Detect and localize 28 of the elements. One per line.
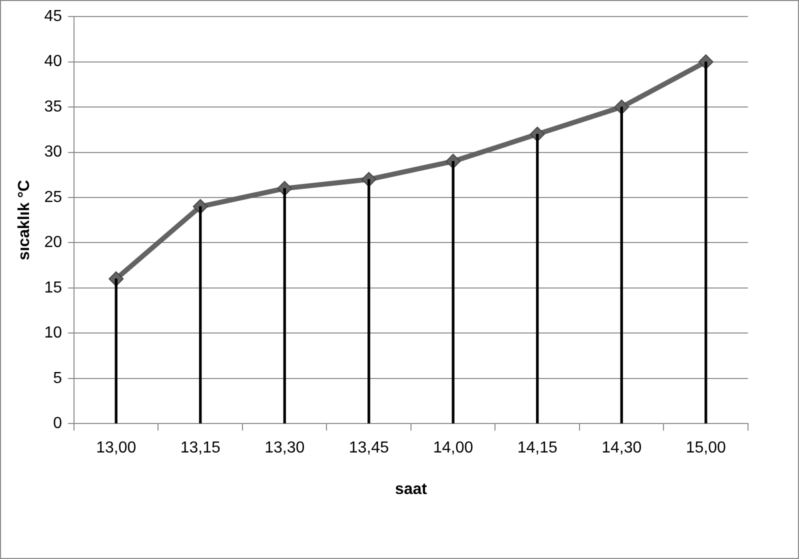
y-tick-label: 0 [53,415,62,432]
bar [368,179,370,424]
x-tick-label: 13,00 [96,440,136,457]
bar [704,61,708,424]
y-tick-label: 40 [44,53,62,70]
bar [199,206,202,424]
y-axis-title: sıcaklık °C [16,180,34,260]
y-tick-label: 35 [44,98,62,116]
x-tick-label: 13,15 [180,440,220,457]
bar [620,106,623,424]
y-tick-label: 45 [44,8,62,26]
x-tick-label: 14,15 [517,440,558,457]
bar [452,160,454,424]
x-tick-label: 13,30 [264,440,305,457]
x-tick-label: 15,00 [686,440,726,457]
y-tick-label: 30 [44,144,62,161]
y-tick-label: 20 [44,234,62,252]
y-tick-label: 15 [44,279,62,296]
bar [114,278,118,424]
x-axis-title: saat [394,480,428,498]
bar [283,188,286,424]
y-tick-label: 25 [44,188,62,206]
y-tick-label: 10 [44,324,62,342]
x-tick-label: 13,45 [348,440,389,457]
y-tick-label: 5 [53,370,62,387]
x-tick-label: 14,00 [433,440,474,457]
x-tick-label: 14,30 [602,440,642,457]
bar [536,134,539,424]
